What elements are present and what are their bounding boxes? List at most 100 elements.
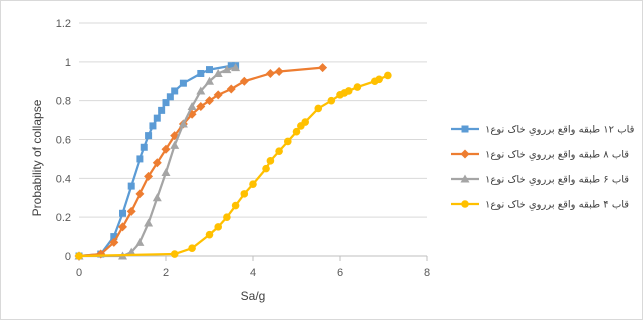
data-point xyxy=(274,67,284,77)
legend-marker xyxy=(460,174,470,183)
data-point xyxy=(240,190,249,198)
data-point xyxy=(144,171,154,181)
data-point xyxy=(149,122,157,130)
data-point xyxy=(126,206,136,216)
legend-label: قاب ۴ طبقه واقع بررویِ خاک نوع۱ xyxy=(485,200,629,212)
data-point xyxy=(384,71,392,80)
data-point xyxy=(161,168,171,177)
y-tick-label: 0.4 xyxy=(56,173,71,185)
data-point xyxy=(239,76,249,86)
legend-item: قاب ۱۲ طبقه واقع بررویِ خاک نوع۱ xyxy=(451,125,635,137)
data-point xyxy=(301,118,310,126)
legend-marker xyxy=(461,200,469,208)
data-point xyxy=(127,182,135,190)
data-point xyxy=(135,189,145,199)
data-point xyxy=(226,84,236,94)
data-point xyxy=(205,96,214,106)
data-point xyxy=(179,79,187,87)
data-point xyxy=(136,155,144,163)
data-point xyxy=(118,222,127,232)
data-point xyxy=(187,101,197,110)
data-point xyxy=(75,252,83,260)
x-axis-title: Sa/g xyxy=(241,289,266,303)
x-tick-label: 8 xyxy=(424,267,430,279)
data-point xyxy=(162,99,170,107)
data-point xyxy=(166,93,174,101)
data-point xyxy=(205,230,214,239)
x-tick-label: 6 xyxy=(337,267,343,279)
data-point xyxy=(196,101,206,111)
legend-marker xyxy=(460,149,470,159)
data-point xyxy=(158,106,166,114)
legend-item: قاب ۴ طبقه واقع بررویِ خاک نوع۱ xyxy=(451,200,629,212)
data-point xyxy=(171,87,179,95)
data-point xyxy=(206,66,213,74)
data-point xyxy=(284,137,292,146)
data-point xyxy=(314,104,323,113)
series-1 xyxy=(75,62,240,260)
y-axis-title: Probability of collapse xyxy=(30,99,44,216)
data-point xyxy=(213,90,223,100)
data-point xyxy=(152,193,162,202)
y-tick-label: 1 xyxy=(65,57,71,69)
data-point xyxy=(231,201,240,210)
data-point xyxy=(110,233,118,241)
data-point xyxy=(205,76,214,85)
data-point xyxy=(318,63,328,73)
data-point xyxy=(275,147,283,155)
x-tick-label: 0 xyxy=(76,267,82,279)
series-group xyxy=(74,62,392,261)
data-point xyxy=(197,69,205,77)
data-point xyxy=(265,68,275,78)
data-point xyxy=(327,96,336,105)
series-2 xyxy=(74,63,328,261)
data-point xyxy=(344,87,353,95)
data-point xyxy=(145,132,153,140)
axes: 0 0.2 0.4 0.6 0.8 1 1.2 0 2 4 6 8 xyxy=(56,18,430,279)
x-tick-label: 2 xyxy=(163,267,169,279)
legend: قاب ۱۲ طبقه واقع بررویِ خاک نوع۱ قاب ۸ طب… xyxy=(451,125,635,212)
data-point xyxy=(178,119,188,128)
y-tick-label: 0 xyxy=(65,251,71,263)
data-point xyxy=(213,68,223,77)
data-point xyxy=(266,157,275,165)
data-point xyxy=(126,247,136,256)
legend-item: قاب ۸ طبقه واقع بررویِ خاک نوع۱ xyxy=(451,149,629,161)
data-point xyxy=(135,237,145,246)
data-point xyxy=(222,65,232,74)
data-point xyxy=(170,140,180,149)
data-point xyxy=(170,250,179,258)
data-point xyxy=(140,143,148,151)
data-point xyxy=(153,114,161,122)
legend-item: قاب ۶ طبقه واقع بررویِ خاک نوع۱ xyxy=(451,174,629,187)
y-tick-label: 1.2 xyxy=(56,18,71,30)
series-line xyxy=(78,66,323,258)
data-point xyxy=(227,62,235,70)
data-point xyxy=(292,127,301,136)
data-point xyxy=(249,180,257,188)
data-point xyxy=(353,83,362,91)
gridlines xyxy=(79,22,427,218)
data-point xyxy=(196,86,206,95)
x-tick-label: 4 xyxy=(250,267,256,279)
y-tick-label: 0.2 xyxy=(56,212,71,224)
data-point xyxy=(144,218,154,227)
data-point xyxy=(119,209,126,217)
legend-marker xyxy=(461,125,469,133)
legend-label: قاب ۶ طبقه واقع بررویِ خاک نوع۱ xyxy=(485,175,629,187)
data-point xyxy=(223,213,231,221)
legend-label: قاب ۱۲ طبقه واقع بررویِ خاک نوع۱ xyxy=(485,125,635,137)
data-point xyxy=(152,158,162,168)
data-point xyxy=(231,63,241,72)
series-4 xyxy=(75,71,392,260)
y-tick-label: 0.6 xyxy=(56,135,71,147)
data-point xyxy=(214,223,222,231)
y-tick-label: 0.8 xyxy=(56,96,71,108)
data-point xyxy=(375,75,383,84)
series-line xyxy=(78,74,389,258)
data-point xyxy=(262,164,270,173)
data-point xyxy=(109,237,119,247)
data-point xyxy=(161,144,171,154)
